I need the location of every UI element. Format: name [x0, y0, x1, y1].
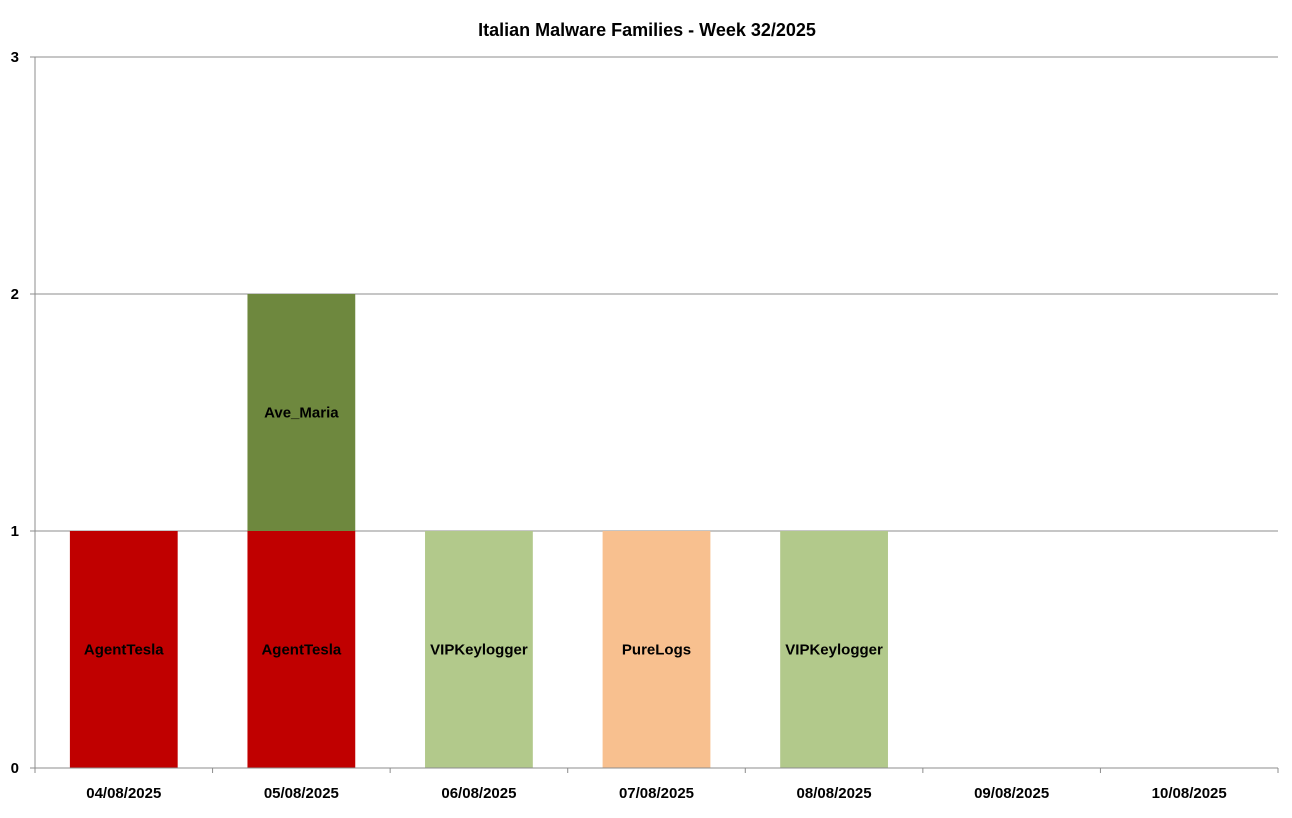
x-tick-label: 06/08/2025 — [441, 785, 516, 802]
bar-segment-label: VIPKeylogger — [430, 642, 528, 659]
bar-segment-label: AgentTesla — [84, 642, 164, 659]
y-tick-label: 3 — [11, 49, 19, 66]
axes — [30, 56, 1279, 773]
y-tick-label: 2 — [11, 286, 19, 303]
gridlines — [35, 56, 1278, 532]
x-tick-label: 10/08/2025 — [1152, 785, 1227, 802]
x-tick-label: 09/08/2025 — [974, 785, 1049, 802]
bar-segment — [425, 531, 533, 768]
chart-title: Italian Malware Families - Week 32/2025 — [478, 20, 816, 40]
x-tick-label: 04/08/2025 — [86, 785, 161, 802]
bar-segment — [69, 531, 178, 768]
bar-segment — [247, 531, 356, 768]
y-tick-label: 1 — [11, 523, 19, 540]
tick-labels: 0 1 2 3 04/08/2025 05/08/2025 06/08/2025 07/08/… — [11, 49, 1227, 802]
x-tick-label: 08/08/2025 — [797, 785, 872, 802]
bar-segment-label: Ave_Maria — [264, 405, 339, 422]
bar-segment — [247, 294, 356, 531]
bar-segment-label: AgentTesla — [261, 642, 341, 659]
x-tick-label: 05/08/2025 — [264, 785, 339, 802]
bar-segment-label: PureLogs — [622, 642, 691, 659]
bar-segment-label: VIPKeylogger — [785, 642, 883, 659]
bar-segment — [780, 531, 888, 768]
y-tick-label: 0 — [11, 760, 19, 777]
bar-segment — [602, 531, 711, 768]
x-tick-label: 07/08/2025 — [619, 785, 694, 802]
bar-stacks: AgentTesla AgentTesla Ave_Maria VIPKeylogge… — [69, 294, 888, 768]
